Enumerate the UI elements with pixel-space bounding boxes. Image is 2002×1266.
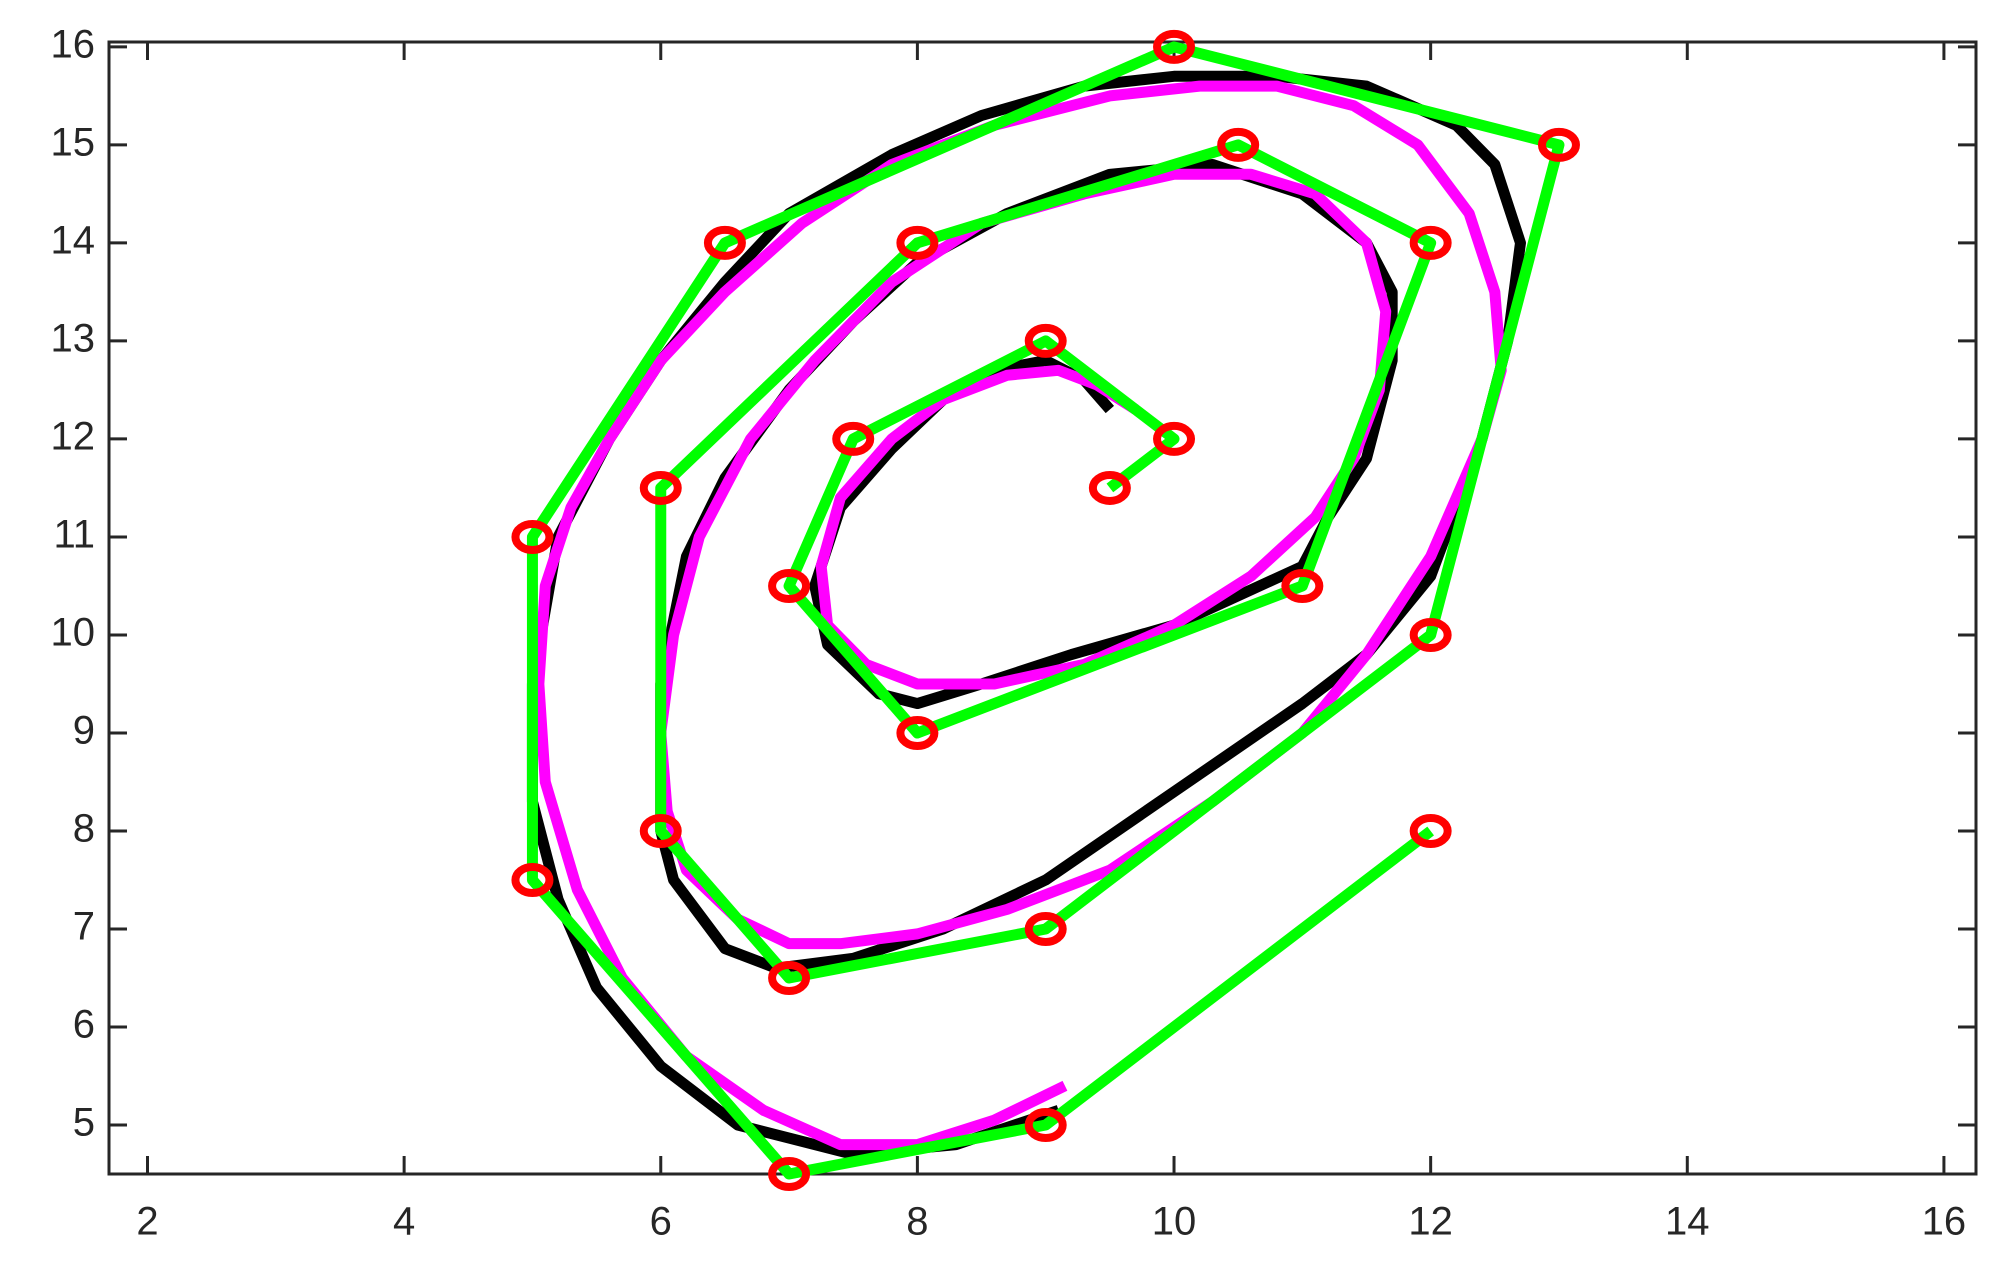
y-tick-label: 13 — [51, 316, 96, 360]
marker — [1281, 568, 1324, 603]
x-tick-label: 12 — [1408, 1200, 1453, 1244]
series-line — [526, 41, 1565, 1180]
y-tick-label: 8 — [73, 807, 95, 851]
marker — [511, 519, 554, 554]
x-tick-label: 2 — [136, 1200, 158, 1244]
y-tick-label: 12 — [51, 414, 96, 458]
marker — [1217, 127, 1260, 162]
y-tick-label: 9 — [73, 709, 95, 753]
marker — [1153, 421, 1196, 456]
x-tick-label: 14 — [1665, 1200, 1710, 1244]
marker — [1088, 470, 1131, 505]
y-tick-label: 6 — [73, 1003, 95, 1047]
marker — [1024, 1107, 1067, 1142]
y-tick-label: 7 — [73, 905, 95, 949]
x-tick-label: 4 — [393, 1200, 415, 1244]
marker — [1537, 127, 1580, 162]
marker — [832, 421, 875, 456]
y-tick-label: 16 — [51, 22, 96, 66]
marker — [768, 960, 811, 995]
marker — [1024, 911, 1067, 946]
marker — [639, 470, 682, 505]
x-tick-label: 6 — [650, 1200, 672, 1244]
marker — [1409, 225, 1452, 260]
x-tick-label: 16 — [1922, 1200, 1967, 1244]
marker — [1024, 323, 1067, 358]
y-tick-label: 5 — [73, 1101, 95, 1145]
x-tick-label: 8 — [906, 1200, 928, 1244]
marker — [896, 225, 939, 260]
marker — [768, 568, 811, 603]
y-tick-label: 14 — [51, 218, 96, 262]
marker — [1409, 813, 1452, 848]
marker — [639, 813, 682, 848]
y-tick-label: 11 — [53, 513, 95, 557]
marker — [896, 715, 939, 750]
marker — [703, 225, 746, 260]
marker — [1409, 617, 1452, 652]
marker — [1153, 29, 1196, 64]
series-line — [533, 80, 1507, 1151]
marker — [511, 862, 554, 897]
marker — [768, 1157, 811, 1191]
x-tick-label: 10 — [1152, 1200, 1197, 1244]
plot-frame — [107, 40, 1978, 1176]
y-tick-label: 15 — [51, 120, 96, 164]
y-tick-label: 10 — [51, 611, 96, 655]
